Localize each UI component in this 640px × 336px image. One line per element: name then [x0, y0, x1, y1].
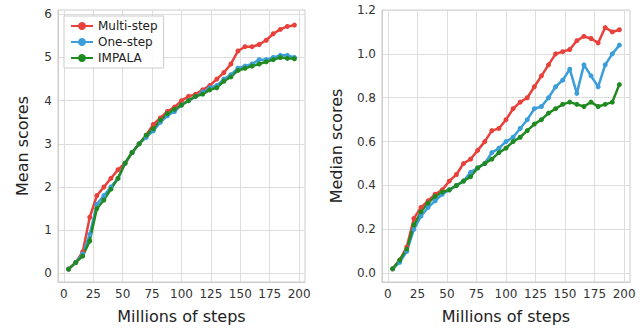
svg-text:150: 150 [229, 287, 252, 301]
svg-text:IMPALA: IMPALA [98, 51, 143, 65]
svg-text:150: 150 [554, 287, 577, 301]
svg-text:0.4: 0.4 [357, 178, 376, 192]
svg-text:25: 25 [86, 287, 101, 301]
svg-text:0.8: 0.8 [357, 91, 376, 105]
svg-text:Multi-step: Multi-step [98, 19, 158, 33]
svg-text:6: 6 [44, 7, 52, 21]
svg-text:Median scores: Median scores [327, 89, 346, 204]
svg-text:1.2: 1.2 [357, 3, 376, 17]
svg-text:125: 125 [524, 287, 547, 301]
svg-text:4: 4 [44, 94, 52, 108]
svg-text:One-step: One-step [98, 35, 153, 49]
svg-text:100: 100 [170, 287, 193, 301]
svg-text:100: 100 [495, 287, 518, 301]
svg-text:75: 75 [469, 287, 484, 301]
svg-text:50: 50 [115, 287, 130, 301]
svg-text:1: 1 [44, 223, 52, 237]
svg-text:200: 200 [288, 287, 311, 301]
svg-text:0: 0 [60, 287, 68, 301]
svg-text:1.0: 1.0 [357, 47, 376, 61]
svg-text:Millions of steps: Millions of steps [117, 307, 245, 326]
svg-text:Mean scores: Mean scores [13, 96, 32, 196]
svg-text:Millions of steps: Millions of steps [442, 307, 570, 326]
svg-text:25: 25 [410, 287, 425, 301]
svg-text:5: 5 [44, 50, 52, 64]
svg-text:0: 0 [44, 266, 52, 280]
svg-text:175: 175 [258, 287, 281, 301]
svg-text:175: 175 [583, 287, 606, 301]
svg-text:3: 3 [44, 137, 52, 151]
svg-text:0.6: 0.6 [357, 135, 376, 149]
svg-text:2: 2 [44, 180, 52, 194]
svg-text:0.2: 0.2 [357, 222, 376, 236]
svg-text:200: 200 [613, 287, 636, 301]
svg-text:0: 0 [384, 287, 392, 301]
svg-text:125: 125 [199, 287, 222, 301]
svg-text:75: 75 [144, 287, 159, 301]
svg-text:0.0: 0.0 [357, 266, 376, 280]
svg-text:50: 50 [439, 287, 454, 301]
